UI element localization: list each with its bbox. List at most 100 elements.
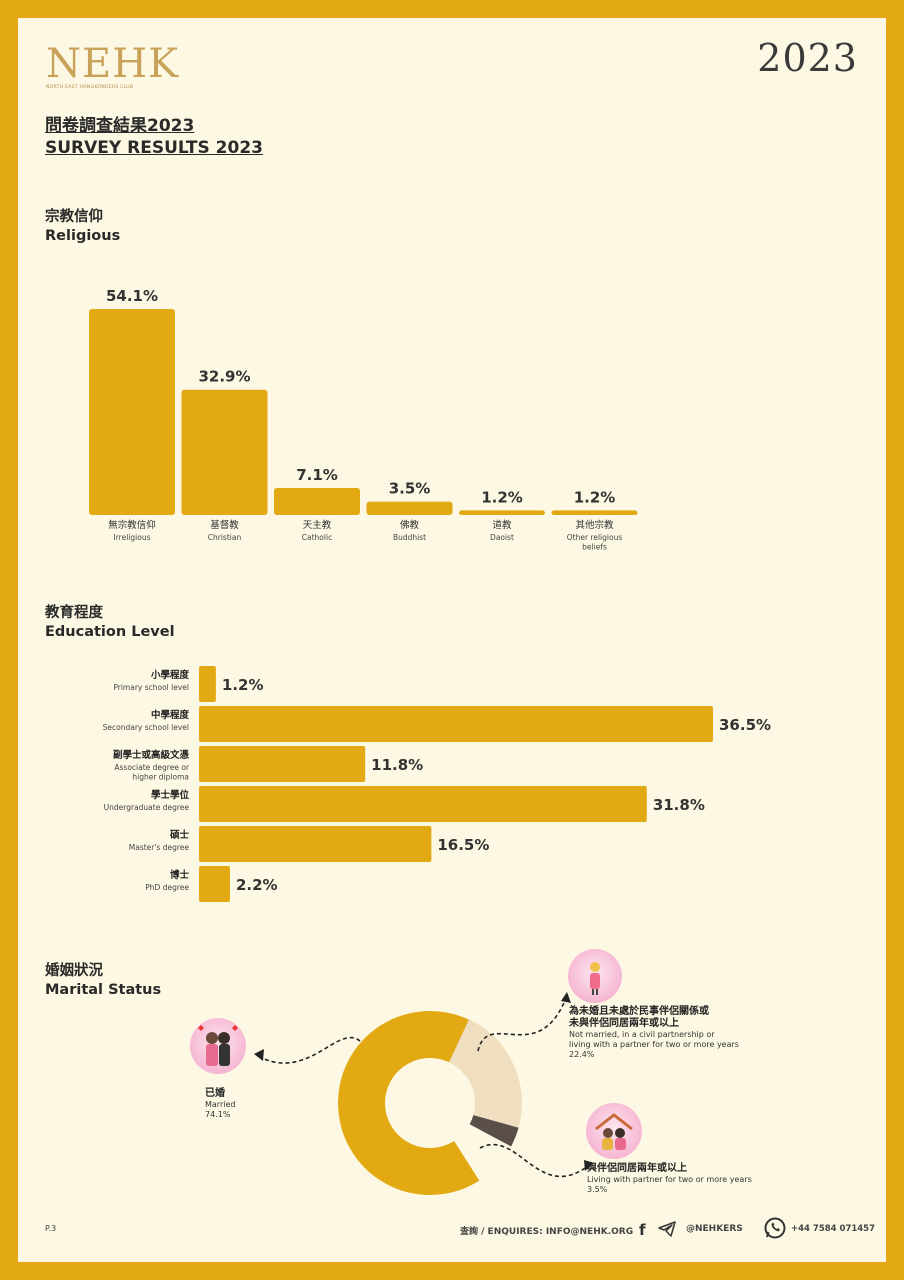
bar-education-5 bbox=[199, 866, 230, 902]
cohabiting-label-pct: 3.5% bbox=[587, 1185, 608, 1194]
value-label-religious-4: 1.2% bbox=[481, 488, 523, 506]
not-married-label: 為未婚且未處於民事伴侶關係或 未與伴侶同居兩年或以上 Not married, … bbox=[569, 1006, 739, 1060]
not-married-label-zh-2: 未與伴侶同居兩年或以上 bbox=[569, 1018, 679, 1029]
category-label-zh-edu-4: 碩士 bbox=[170, 829, 190, 841]
value-label-education-4: 16.5% bbox=[437, 836, 489, 854]
category-label-en-edu-1-0: Secondary school level bbox=[103, 723, 189, 732]
married-label: 已婚 Married 74.1% bbox=[205, 1088, 235, 1120]
category-label-en-edu-2-0: Associate degree or bbox=[114, 763, 190, 772]
value-label-education-0: 1.2% bbox=[222, 676, 264, 694]
bar-education-2 bbox=[199, 746, 366, 782]
category-label-zh-5: 其他宗教 bbox=[575, 519, 614, 531]
cohabiting-label-en: Living with partner for two or more year… bbox=[587, 1175, 752, 1184]
connector-not-married bbox=[477, 997, 567, 1052]
not-married-label-en-1: Not married, in a civil partnership or bbox=[569, 1030, 715, 1039]
marital-title-en: Marital Status bbox=[45, 982, 162, 998]
social-handle[interactable]: @NEHKERS bbox=[686, 1224, 743, 1234]
category-label-zh-3: 佛教 bbox=[400, 519, 420, 531]
category-label-zh-4: 道教 bbox=[492, 519, 512, 531]
bar-religious-1 bbox=[181, 389, 268, 515]
donut-slice-2 bbox=[469, 1115, 519, 1147]
whatsapp-icon[interactable] bbox=[763, 1216, 787, 1240]
category-label-en-3-0: Buddhist bbox=[393, 533, 426, 542]
category-label-en-2-0: Catholic bbox=[302, 533, 332, 542]
married-label-pct: 74.1% bbox=[205, 1110, 231, 1119]
cohabiting-label: 與伴侶同居兩年或以上 Living with partner for two o… bbox=[587, 1163, 752, 1195]
donut-slice-1 bbox=[449, 1019, 522, 1128]
page-number: P.3 bbox=[45, 1224, 57, 1233]
not-married-label-pct: 22.4% bbox=[569, 1050, 595, 1059]
value-label-education-1: 36.5% bbox=[719, 716, 771, 734]
page-title-zh: 問卷調查結果2023 bbox=[45, 116, 195, 136]
logo-mark: NEHK bbox=[46, 41, 179, 87]
education-title-en: Education Level bbox=[45, 624, 175, 640]
value-label-religious-0: 54.1% bbox=[106, 287, 158, 305]
married-label-zh: 已婚 bbox=[205, 1088, 225, 1099]
marital-donut-chart bbox=[254, 992, 594, 1195]
bar-education-3 bbox=[199, 786, 647, 822]
value-label-education-3: 31.8% bbox=[653, 796, 705, 814]
religious-heading: 宗教信仰 Religious bbox=[45, 208, 120, 246]
category-label-en-edu-4-0: Master's degree bbox=[129, 843, 190, 852]
category-label-zh-edu-2: 副學士或高級文憑 bbox=[113, 749, 190, 761]
category-label-en-edu-5-0: PhD degree bbox=[145, 883, 189, 892]
page-title-en: SURVEY RESULTS 2023 bbox=[45, 138, 263, 158]
married-couple-icon bbox=[190, 1018, 246, 1074]
not-married-label-en-2: living with a partner for two or more ye… bbox=[569, 1040, 739, 1049]
bar-education-1 bbox=[199, 706, 713, 742]
value-label-religious-1: 32.9% bbox=[198, 368, 250, 386]
category-label-en-edu-0-0: Primary school level bbox=[113, 683, 189, 692]
marital-title-zh: 婚姻狀況 bbox=[45, 963, 103, 979]
value-label-education-5: 2.2% bbox=[236, 876, 278, 894]
bar-religious-2 bbox=[274, 487, 360, 515]
category-label-en-1-0: Christian bbox=[208, 533, 242, 542]
category-label-zh-edu-5: 博士 bbox=[170, 869, 190, 881]
value-label-education-2: 11.8% bbox=[371, 756, 423, 774]
not-married-label-zh-1: 為未婚且未處於民事伴侶關係或 bbox=[569, 1006, 709, 1017]
category-label-en-5-1: beliefs bbox=[582, 543, 607, 552]
page: NEHK NORTH EAST HONGKONGERS CLUB 2023 問卷… bbox=[18, 18, 886, 1262]
connector-arrowheads bbox=[254, 992, 594, 1171]
bar-religious-5 bbox=[551, 510, 638, 515]
footer-enquiries: 查詢 / ENQUIRES: INFO@NEHK.ORG bbox=[460, 1227, 634, 1237]
telegram-icon[interactable] bbox=[658, 1221, 676, 1237]
category-label-zh-edu-1: 中學程度 bbox=[151, 709, 190, 721]
bar-education-0 bbox=[199, 666, 216, 702]
marital-heading: 婚姻狀況 Marital Status bbox=[45, 962, 161, 1000]
education-chart: 1.2% 小學程度 Primary school level 36.5% 中學程度 Sec… bbox=[103, 666, 771, 902]
married-label-en: Married bbox=[205, 1100, 236, 1109]
education-title-zh: 教育程度 bbox=[45, 605, 103, 621]
education-heading: 教育程度 Education Level bbox=[45, 604, 175, 642]
facebook-icon[interactable]: f bbox=[639, 1221, 646, 1239]
logo: NEHK NORTH EAST HONGKONGERS CLUB bbox=[46, 41, 179, 90]
category-label-en-0-0: Irreligious bbox=[114, 533, 151, 542]
phone-number[interactable]: +44 7584 071457 bbox=[791, 1224, 876, 1234]
bar-religious-4 bbox=[459, 510, 545, 515]
category-label-zh-edu-3: 學士學位 bbox=[151, 789, 190, 801]
cohabiting-label-zh: 與伴侶同居兩年或以上 bbox=[587, 1163, 687, 1174]
bar-education-4 bbox=[199, 826, 432, 862]
bar-religious-0 bbox=[89, 309, 175, 515]
couple-house-icon bbox=[586, 1103, 642, 1159]
category-label-zh-0: 無宗教信仰 bbox=[108, 519, 156, 531]
religious-title-en: Religious bbox=[45, 228, 121, 244]
value-label-religious-2: 7.1% bbox=[296, 466, 338, 484]
category-label-zh-1: 基督教 bbox=[210, 519, 239, 531]
value-label-religious-3: 3.5% bbox=[389, 480, 431, 498]
arrowhead-not-married bbox=[561, 992, 571, 1003]
page-title: 問卷調查結果2023 SURVEY RESULTS 2023 bbox=[45, 115, 263, 159]
value-label-religious-5: 1.2% bbox=[574, 488, 616, 506]
category-label-zh-edu-0: 小學程度 bbox=[150, 669, 190, 681]
dashed-connectors bbox=[257, 997, 589, 1178]
category-label-en-edu-3-0: Undergraduate degree bbox=[104, 803, 190, 812]
single-person-icon bbox=[568, 949, 622, 1003]
logo-subtitle: NORTH EAST HONGKONGERS CLUB bbox=[46, 85, 134, 90]
category-label-en-5-0: Other religious bbox=[567, 533, 623, 542]
category-label-zh-2: 天主教 bbox=[303, 519, 332, 531]
connector-cohabiting bbox=[479, 1143, 589, 1178]
bar-religious-3 bbox=[366, 501, 453, 515]
religious-title-zh: 宗教信仰 bbox=[45, 209, 103, 225]
arrowhead-married bbox=[254, 1049, 264, 1061]
category-label-en-4-0: Daoist bbox=[490, 533, 514, 542]
category-label-en-edu-2-1: higher diploma bbox=[132, 773, 189, 782]
